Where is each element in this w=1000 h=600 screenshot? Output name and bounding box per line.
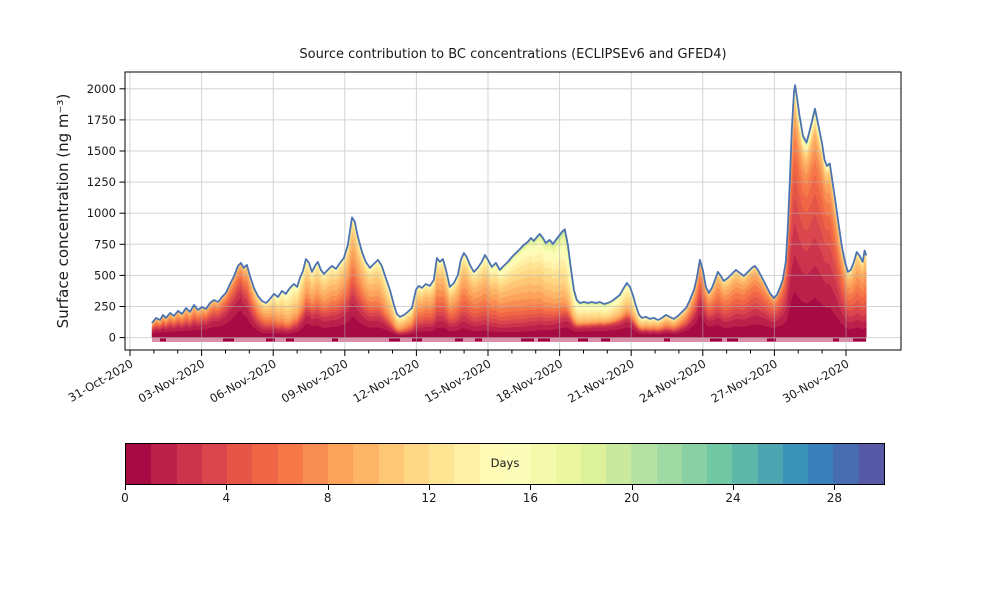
colorbar-segment	[277, 444, 303, 484]
colorbar-tick-label: 28	[826, 491, 842, 505]
y-axis-label: Surface concentration (ng m⁻³)	[54, 93, 72, 329]
x-tick-label: 21-Nov-2020	[565, 356, 636, 405]
x-tick-label: 15-Nov-2020	[422, 356, 493, 405]
colorbar-segment	[656, 444, 682, 484]
y-tick-label: 0	[109, 331, 116, 345]
y-tick-labels: 0 250 500 750 1000 1250 1500 1750 2000	[87, 82, 116, 345]
total-concentration-line	[151, 84, 868, 324]
x-tick-label: 24-Nov-2020	[637, 356, 708, 405]
colorbar-segment	[555, 444, 581, 484]
y-tick-label: 1750	[87, 113, 116, 127]
colorbar-segment	[479, 444, 505, 484]
colorbar-segment	[530, 444, 556, 484]
colorbar-segment	[808, 444, 834, 484]
colorbar-tick-label: 12	[421, 491, 437, 505]
baseline-dash	[412, 338, 422, 342]
baseline-dash	[601, 338, 610, 342]
y-tick-label: 1250	[87, 175, 116, 189]
baseline-dash	[710, 338, 722, 342]
y-tick-label: 500	[94, 268, 116, 282]
colorbar-segment	[504, 444, 531, 484]
gridlines	[125, 72, 901, 350]
y-tick-label: 1500	[87, 144, 116, 158]
colorbar-segment	[681, 444, 708, 484]
x-tick-label: 31-Oct-2020	[66, 356, 136, 404]
baseline-dash	[475, 338, 482, 342]
colorbar-tick-label: 8	[323, 491, 332, 505]
colorbar-tick-label: 24	[725, 491, 741, 505]
baseline-dash	[727, 338, 738, 342]
colorbar-segment	[403, 444, 430, 484]
baseline-dash	[455, 338, 463, 342]
colorbar-segment	[227, 444, 253, 484]
colorbar-tick	[834, 485, 836, 490]
chart-title: Source contribution to BC concentrations…	[299, 47, 727, 62]
colorbar	[125, 443, 885, 485]
stacked-area-layers	[151, 85, 867, 338]
x-tick-label: 27-Nov-2020	[709, 356, 780, 405]
colorbar-tick	[631, 485, 633, 490]
y-tick-label: 1000	[87, 206, 116, 220]
baseline-band	[152, 337, 867, 342]
colorbar-tick-label: 16	[522, 491, 538, 505]
colorbar-tick-label: 0	[121, 491, 129, 505]
colorbar-tick	[327, 485, 329, 490]
axes-border	[124, 71, 902, 351]
colorbar-segment	[252, 444, 278, 484]
colorbar-segment	[707, 444, 733, 484]
colorbar-label: Days	[490, 456, 520, 470]
colorbar-segment	[732, 444, 758, 484]
colorbar-tick-label: 4	[222, 491, 231, 505]
baseline-strip	[152, 337, 867, 342]
x-tick-label: 06-Nov-2020	[207, 356, 278, 405]
colorbar-segment	[126, 444, 152, 484]
baseline-dash	[223, 338, 234, 342]
x-tick-label: 12-Nov-2020	[351, 356, 422, 405]
colorbar-tick	[125, 485, 126, 490]
baseline-dash	[389, 338, 400, 342]
colorbar-segment	[631, 444, 657, 484]
colorbar-segment	[201, 444, 228, 484]
y-tick-label: 750	[94, 237, 116, 251]
baseline-dash	[286, 338, 294, 342]
colorbar-segment	[151, 444, 177, 484]
colorbar-segment	[429, 444, 455, 484]
colorbar-segment	[833, 444, 859, 484]
colorbar-segment	[757, 444, 783, 484]
baseline-dash	[578, 338, 588, 342]
colorbar-tick	[530, 485, 532, 490]
x-tick-label: 30-Nov-2020	[780, 356, 851, 405]
x-tick-label: 18-Nov-2020	[494, 356, 565, 405]
y-tick-label: 250	[94, 300, 116, 314]
colorbar-segment	[782, 444, 809, 484]
x-tick-label: 03-Nov-2020	[136, 356, 207, 405]
colorbar-segment	[378, 444, 404, 484]
baseline-dash	[538, 338, 550, 342]
baseline-dash	[332, 338, 338, 342]
colorbar-tick	[429, 485, 430, 490]
colorbar-segment	[176, 444, 202, 484]
colorbar-segment	[328, 444, 354, 484]
y-tick-label: 2000	[87, 82, 116, 96]
colorbar-segment	[606, 444, 632, 484]
baseline-dash	[664, 338, 670, 342]
baseline-dash	[853, 338, 866, 342]
baseline-dash	[521, 338, 534, 342]
baseline-dash	[266, 338, 275, 342]
colorbar-segment	[580, 444, 607, 484]
colorbar-segment	[353, 444, 379, 484]
baseline-dash	[833, 338, 839, 342]
colorbar-segment	[302, 444, 329, 484]
colorbar-segment	[858, 444, 884, 484]
x-tick-labels: 31-Oct-2020 03-Nov-2020 06-Nov-2020 09-Nov-…	[66, 356, 852, 405]
baseline-dash	[767, 338, 776, 342]
baseline-dash	[160, 338, 166, 342]
colorbar-tick	[226, 485, 228, 490]
axis-ticks	[119, 88, 847, 356]
colorbar-tick	[733, 485, 734, 490]
colorbar-segment	[454, 444, 480, 484]
x-tick-label: 09-Nov-2020	[279, 356, 350, 405]
colorbar-tick-label: 20	[624, 491, 640, 505]
